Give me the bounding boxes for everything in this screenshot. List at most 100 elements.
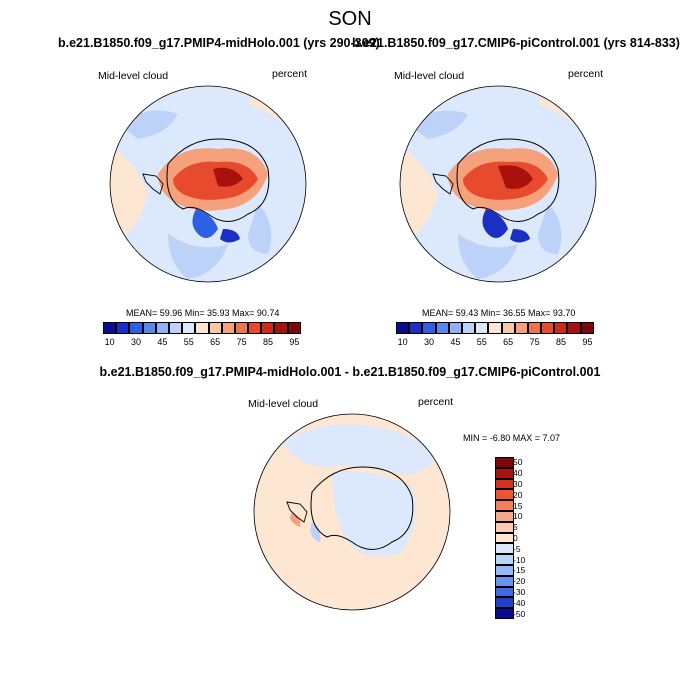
colorbar-cell (514, 322, 528, 334)
antarctic-peninsula (142, 173, 164, 195)
colorbar-cell (261, 322, 275, 334)
colorbar-tick-label: 65 (210, 337, 221, 347)
colorbar-tick-label: 30 (130, 337, 142, 347)
colorbar-tick-label: 55 (476, 337, 487, 347)
colorbar-cell (580, 322, 594, 334)
colorbar-cell (495, 500, 514, 511)
diff-stats: MIN = -6.80 MAX = 7.07 (463, 433, 561, 443)
left-colorbar-ticks: 10 30 45 55 65 75 85 95 (103, 337, 301, 349)
left-colorbar (103, 322, 301, 334)
right-variable-label: Mid-level cloud (394, 70, 465, 82)
colorbar-cell (234, 322, 249, 334)
map-region-southeast (538, 204, 562, 254)
colorbar-cell (409, 322, 423, 334)
right-units-label: percent (568, 68, 604, 80)
map-region-lowcloud-west (110, 144, 148, 244)
colorbar-tick-label: 45 (450, 337, 461, 347)
map-border (109, 85, 307, 283)
colorbar-cell (248, 322, 262, 334)
colorbar-cell (495, 543, 514, 555)
colorbar-tick-label: 45 (157, 337, 168, 347)
colorbar-cell (168, 322, 183, 334)
colorbar-cell (495, 521, 514, 533)
colorbar-tick-label: 85 (555, 337, 567, 347)
map-region-low-2 (510, 229, 530, 243)
colorbar-tick-label: 30 (513, 479, 523, 489)
colorbar-tick-label: -10 (513, 554, 526, 565)
colorbar-tick-label: -40 (513, 597, 526, 608)
colorbar-cell (488, 322, 502, 334)
map-region-southeast (248, 204, 272, 254)
right-colorbar-ticks: 10 30 45 55 65 75 85 95 (396, 337, 594, 349)
colorbar-cell (195, 322, 209, 334)
colorbar-tick-label: 10 (513, 511, 523, 522)
colorbar-cell (103, 322, 117, 334)
colorbar-tick-label: -30 (513, 587, 526, 597)
colorbar-tick-label: 95 (289, 337, 300, 347)
colorbar-cell (435, 322, 449, 334)
colorbar-cell (495, 554, 514, 565)
antarctica-coastline (310, 466, 414, 550)
colorbar-cell (501, 322, 515, 334)
left-case-title: b.e21.B1850.f09_g17.PMIP4-midHolo.001 (y… (58, 36, 380, 50)
map-region-positive-peninsula (290, 512, 301, 527)
colorbar-cell (274, 322, 288, 334)
map-region-south (168, 234, 228, 279)
map-border (399, 85, 597, 283)
colorbar-cell (495, 575, 514, 587)
colorbar-tick-label: 40 (513, 468, 523, 479)
colorbar-tick-label: 20 (513, 489, 523, 500)
colorbar-cell (495, 511, 514, 522)
colorbar-tick-label: -5 (513, 543, 521, 554)
colorbar-tick-label: 30 (423, 337, 435, 347)
left-units-label: percent (272, 68, 308, 80)
map-region-high-core (173, 161, 258, 200)
colorbar-cell (182, 322, 196, 334)
colorbar-cell (221, 322, 235, 334)
map-region-negative-west (310, 522, 321, 542)
left-variable-label: Mid-level cloud (98, 70, 169, 82)
colorbar-cell (475, 322, 489, 334)
left-polar-map (109, 85, 307, 283)
diff-variable-label: Mid-level cloud (248, 398, 319, 410)
map-region-negative-north (282, 424, 442, 475)
diff-units-label: percent (418, 396, 454, 408)
colorbar-tick-label: 75 (529, 337, 540, 347)
colorbar-tick-label: 95 (582, 337, 593, 347)
map-region-max (498, 165, 533, 189)
map-region-lowcloud-west (400, 144, 438, 244)
colorbar-tick-label: 85 (262, 337, 274, 347)
colorbar-tick-label: 55 (183, 337, 194, 347)
difference-polar-map (253, 413, 451, 611)
colorbar-tick-label: 5 (513, 522, 518, 533)
colorbar-cell (495, 532, 514, 544)
right-polar-map (399, 85, 597, 283)
map-region-low-ross (482, 209, 508, 238)
colorbar-cell (495, 608, 514, 619)
colorbar-cell (527, 322, 542, 334)
map-region-south (458, 234, 518, 279)
colorbar-cell (541, 322, 555, 334)
colorbar-cell (495, 457, 514, 468)
antarctica-coastline (166, 138, 270, 222)
colorbar-tick-label: -15 (513, 565, 526, 576)
colorbar-cell (495, 467, 514, 479)
difference-title: b.e21.B1850.f09_g17.PMIP4-midHolo.001 - … (99, 365, 601, 379)
colorbar-tick-label: 0 (513, 533, 518, 543)
colorbar-cell (422, 322, 436, 334)
map-region-low-2 (220, 229, 240, 243)
page-title: SON (328, 8, 372, 30)
colorbar-cell (567, 322, 581, 334)
map-region-max (213, 167, 243, 187)
colorbar-tick-label: 15 (513, 500, 523, 511)
map-region-low-ross (192, 209, 218, 238)
colorbar-cell (155, 322, 169, 334)
colorbar-cell (396, 322, 410, 334)
colorbar-cell (495, 597, 514, 609)
right-stats: MEAN= 59.43 Min= 36.55 Max= 93.70 (422, 308, 576, 318)
colorbar-tick-label: 10 (397, 337, 408, 347)
colorbar-cell (116, 322, 130, 334)
colorbar-tick-label: -50 (513, 608, 526, 619)
right-colorbar (396, 322, 594, 334)
map-region-negative-continent (332, 471, 416, 556)
